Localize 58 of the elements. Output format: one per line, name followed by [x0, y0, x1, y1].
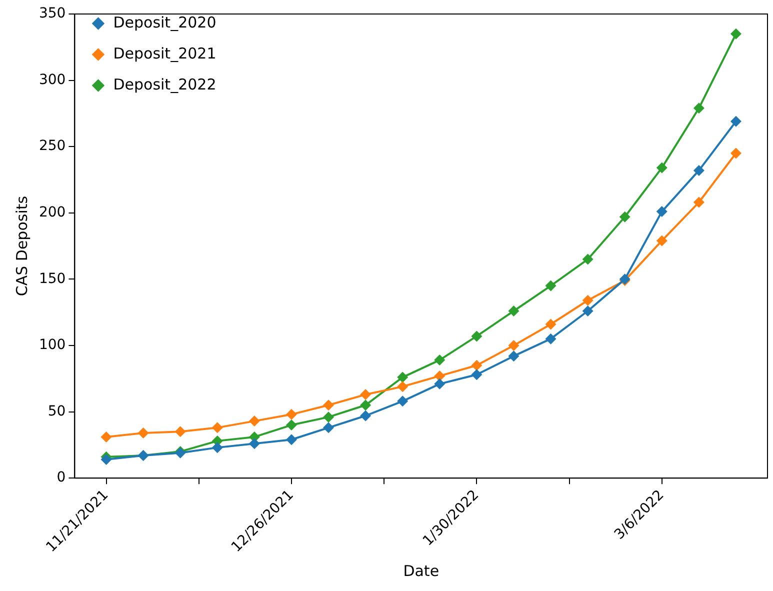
point	[100, 431, 112, 442]
point	[582, 294, 594, 306]
y-tick-label: 150	[38, 270, 66, 287]
point	[471, 330, 482, 342]
point	[286, 434, 297, 446]
point	[323, 422, 334, 434]
point	[508, 350, 520, 362]
y-axis-title: CAS Deposits	[12, 196, 31, 296]
point	[434, 370, 446, 382]
point	[619, 211, 630, 222]
point	[545, 280, 556, 292]
point	[360, 400, 372, 411]
point	[212, 442, 223, 454]
point	[138, 427, 149, 438]
point	[360, 389, 372, 400]
point	[545, 333, 556, 344]
point	[693, 102, 704, 114]
point	[434, 378, 446, 390]
point	[656, 162, 668, 174]
y-tick-label: 250	[38, 138, 66, 154]
point	[397, 372, 408, 383]
point	[693, 164, 704, 176]
point	[582, 306, 594, 316]
y-tick-label: 300	[38, 72, 66, 88]
y-tick-label: 50	[48, 403, 66, 420]
point	[693, 196, 704, 208]
point	[397, 396, 408, 407]
point	[434, 354, 446, 366]
point	[174, 426, 186, 438]
point	[212, 422, 223, 434]
y-tick-label: 0	[56, 470, 66, 486]
point	[397, 381, 408, 392]
point	[471, 360, 482, 371]
point	[508, 340, 520, 351]
point	[730, 116, 742, 127]
point	[545, 318, 556, 330]
point	[248, 416, 260, 427]
y-tick-label: 100	[38, 337, 66, 354]
point	[286, 408, 297, 420]
x-axis-title: Date	[403, 562, 440, 580]
point	[323, 412, 334, 423]
legend-label: Deposit_2020	[113, 13, 216, 32]
point	[360, 410, 372, 422]
legend-label: Deposit_2022	[113, 75, 216, 94]
point	[730, 148, 742, 159]
legend-label: Deposit_2021	[113, 44, 216, 62]
point	[286, 420, 297, 431]
point	[582, 254, 594, 265]
point	[656, 206, 668, 218]
y-tick-label: 350	[38, 6, 66, 22]
point	[471, 369, 482, 380]
y-tick-label: 200	[38, 204, 66, 221]
point	[248, 438, 260, 450]
point	[508, 306, 520, 316]
point	[730, 28, 742, 40]
point	[323, 400, 334, 411]
point	[656, 235, 668, 246]
point	[100, 454, 112, 465]
